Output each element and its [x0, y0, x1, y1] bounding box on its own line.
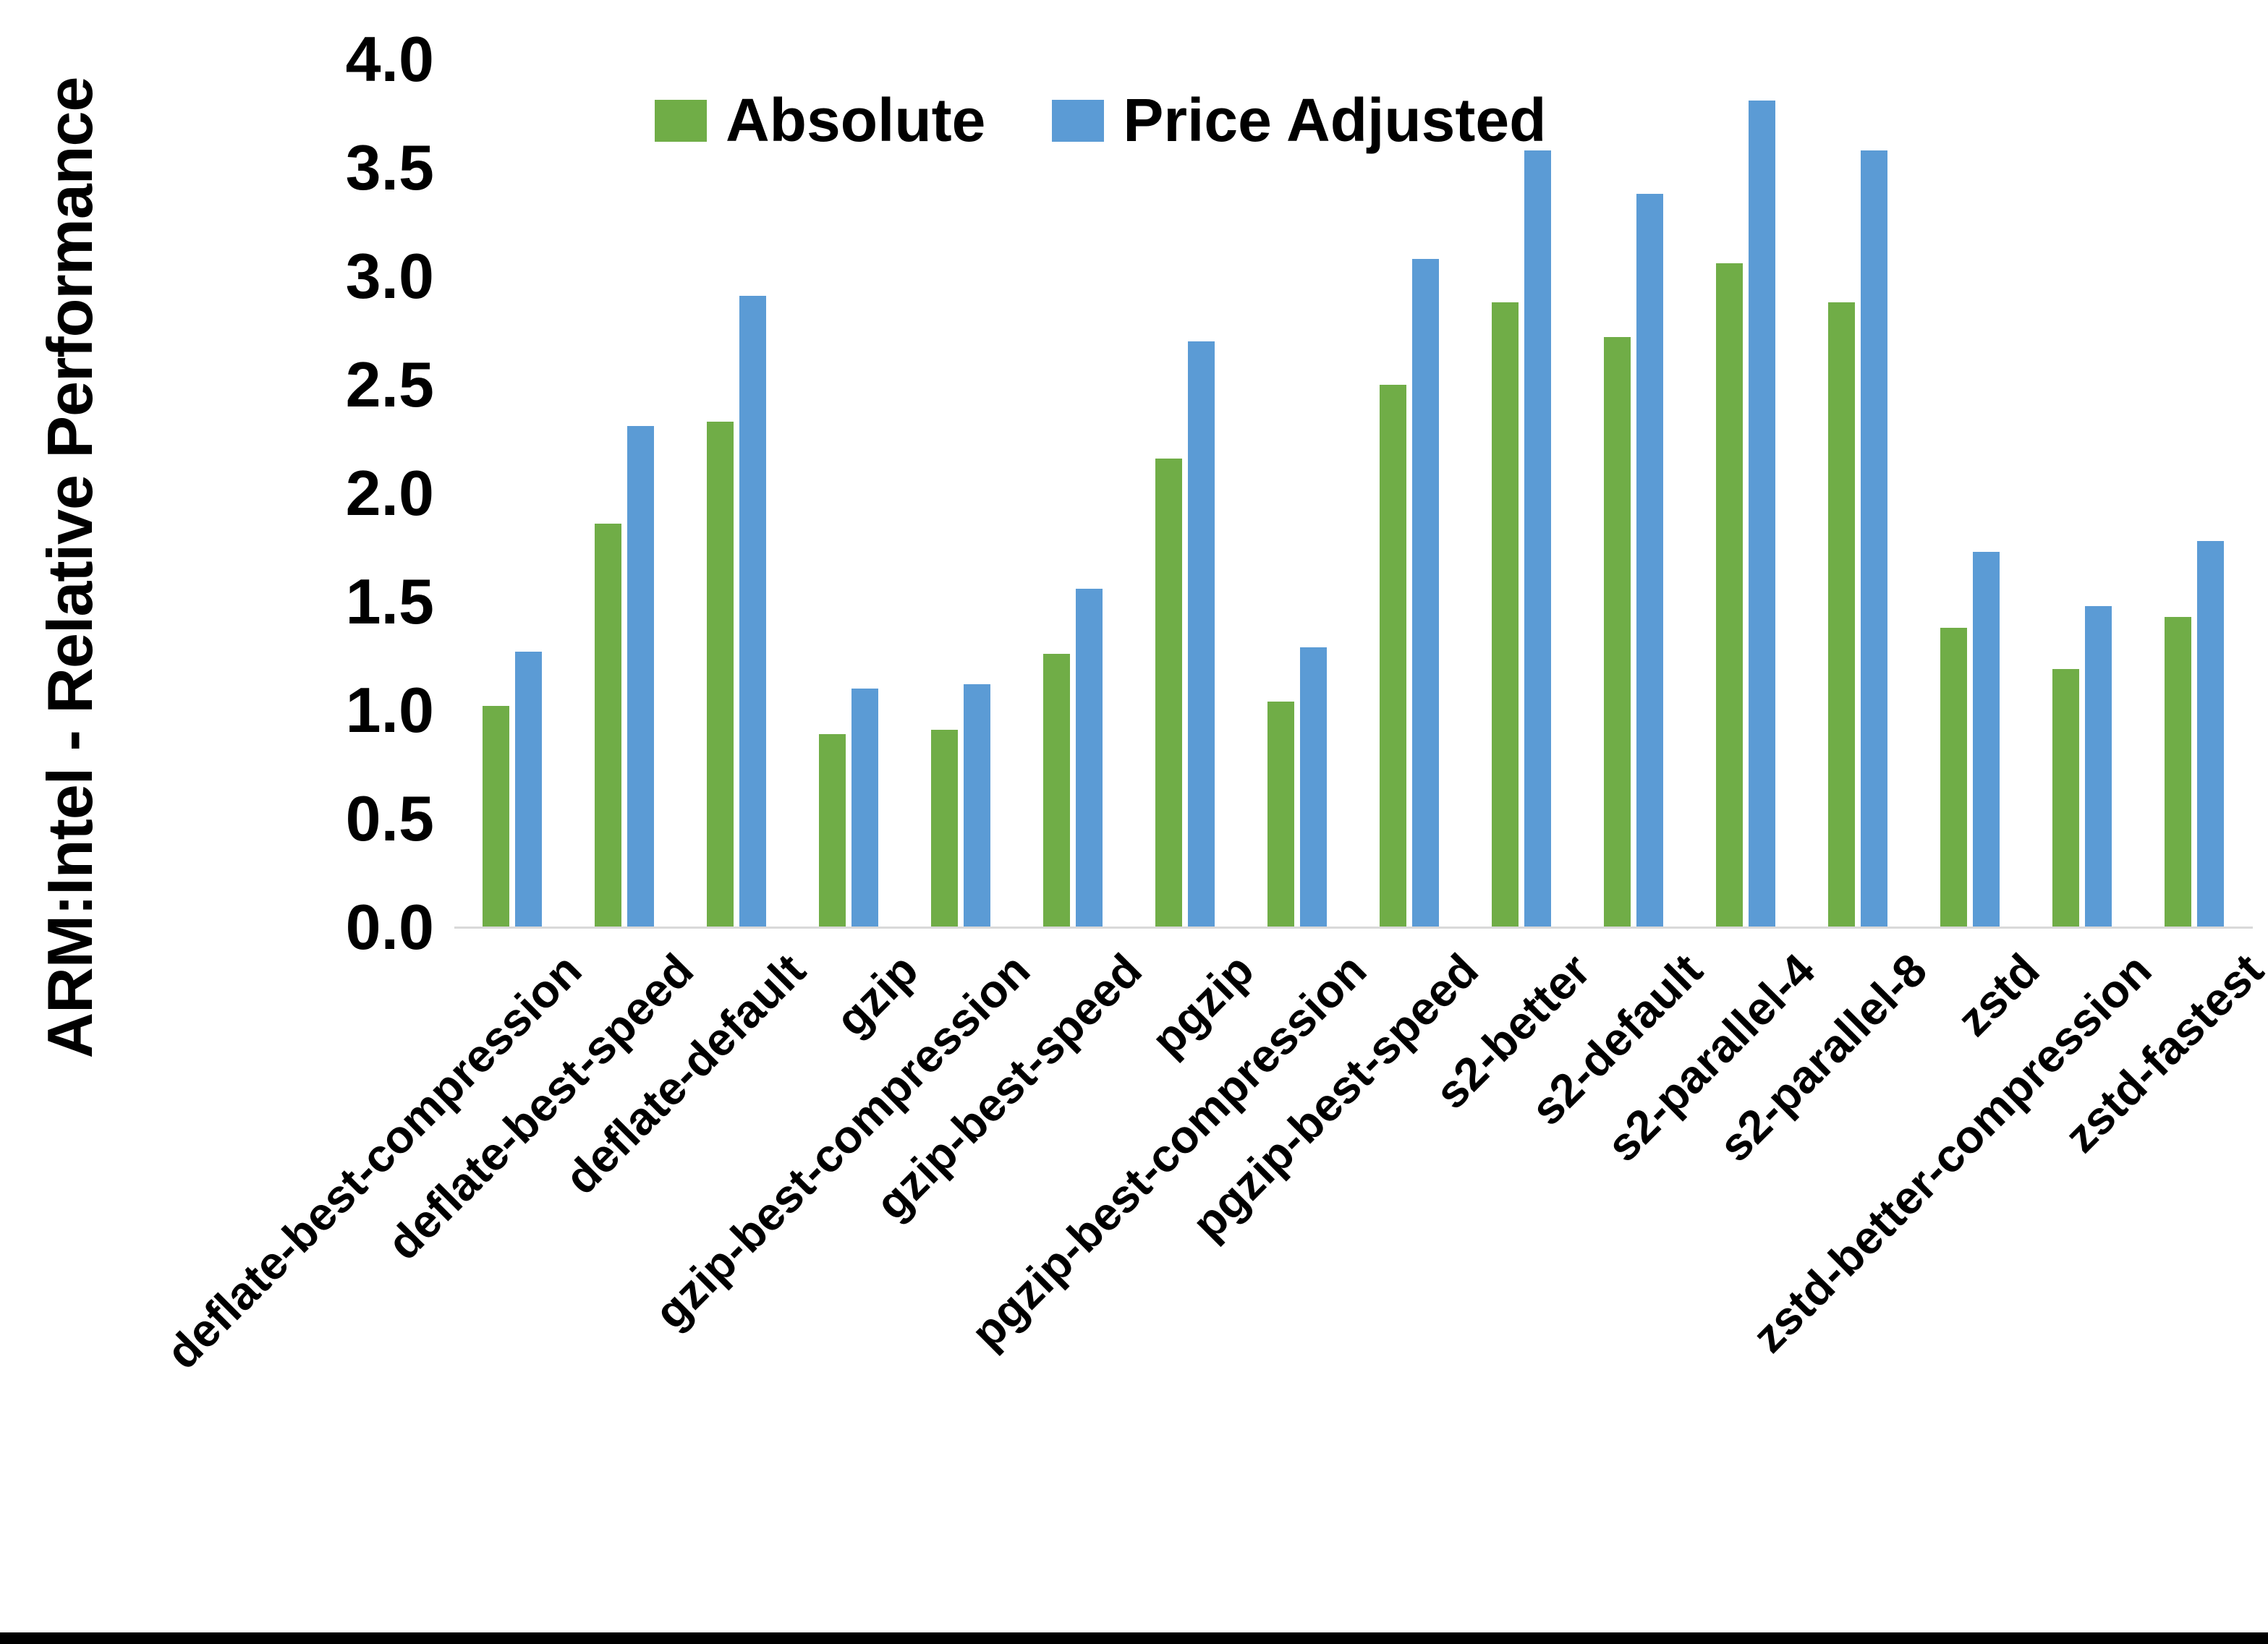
- bar-absolute-deflate-best-speed: [595, 524, 621, 927]
- bar-price-adjusted-s2-parallel-4: [1749, 101, 1775, 927]
- bar-price-adjusted-deflate-default: [739, 296, 766, 927]
- legend-label-price-adjusted: Price Adjusted: [1123, 86, 1547, 154]
- bar-absolute-gzip-best-speed: [1043, 654, 1070, 927]
- bar-price-adjusted-gzip-best-speed: [1076, 589, 1103, 927]
- bar-price-adjusted-zstd-better-compression: [2085, 606, 2112, 927]
- bar-absolute-deflate-best-compression: [483, 706, 509, 927]
- bar-absolute-zstd-fastest: [2165, 617, 2191, 927]
- bar-price-adjusted-s2-parallel-8: [1861, 150, 1887, 927]
- y-tick-label-0.5: 0.5: [345, 783, 434, 854]
- legend-item-price-adjusted: Price Adjusted: [1052, 85, 1546, 156]
- bar-absolute-pgzip: [1155, 459, 1182, 927]
- bar-price-adjusted-zstd-fastest: [2197, 541, 2224, 927]
- legend: Absolute Price Adjusted: [655, 85, 1546, 156]
- bar-absolute-s2-better: [1492, 302, 1519, 927]
- x-axis-line: [454, 927, 2253, 929]
- y-tick-label-1.5: 1.5: [345, 566, 434, 637]
- bar-price-adjusted-gzip: [851, 689, 878, 927]
- bar-absolute-s2-parallel-4: [1716, 263, 1743, 927]
- bar-price-adjusted-s2-better: [1524, 150, 1551, 927]
- y-tick-label-3.0: 3.0: [345, 240, 434, 312]
- y-tick-label-2.5: 2.5: [345, 349, 434, 420]
- bar-absolute-gzip: [819, 734, 846, 927]
- bar-price-adjusted-zstd: [1973, 552, 2000, 927]
- bar-absolute-gzip-best-compression: [931, 730, 958, 927]
- legend-label-absolute: Absolute: [726, 86, 986, 154]
- bar-absolute-pgzip-best-compression: [1267, 702, 1294, 927]
- bar-absolute-zstd-better-compression: [2052, 669, 2079, 927]
- bar-absolute-s2-parallel-8: [1828, 302, 1855, 927]
- y-tick-label-2.0: 2.0: [345, 457, 434, 529]
- y-tick-label-1.0: 1.0: [345, 674, 434, 746]
- bar-absolute-deflate-default: [707, 422, 734, 927]
- legend-swatch-price-adjusted: [1052, 99, 1105, 142]
- y-tick-label-4.0: 4.0: [345, 23, 434, 95]
- bar-price-adjusted-deflate-best-speed: [627, 426, 654, 927]
- bar-price-adjusted-gzip-best-compression: [964, 684, 990, 927]
- legend-swatch-absolute: [655, 99, 707, 142]
- bar-price-adjusted-s2-default: [1636, 194, 1663, 927]
- bar-price-adjusted-pgzip-best-speed: [1412, 259, 1439, 927]
- bar-price-adjusted-deflate-best-compression: [515, 652, 542, 927]
- y-tick-label-0.0: 0.0: [345, 891, 434, 963]
- legend-item-absolute: Absolute: [655, 85, 985, 156]
- bar-absolute-pgzip-best-speed: [1380, 385, 1406, 927]
- y-tick-label-3.5: 3.5: [345, 132, 434, 203]
- bottom-border-bar: [0, 1632, 2268, 1644]
- bar-absolute-s2-default: [1604, 337, 1631, 927]
- bar-price-adjusted-pgzip: [1188, 341, 1215, 927]
- bar-price-adjusted-pgzip-best-compression: [1300, 647, 1327, 927]
- bar-absolute-zstd: [1940, 628, 1967, 927]
